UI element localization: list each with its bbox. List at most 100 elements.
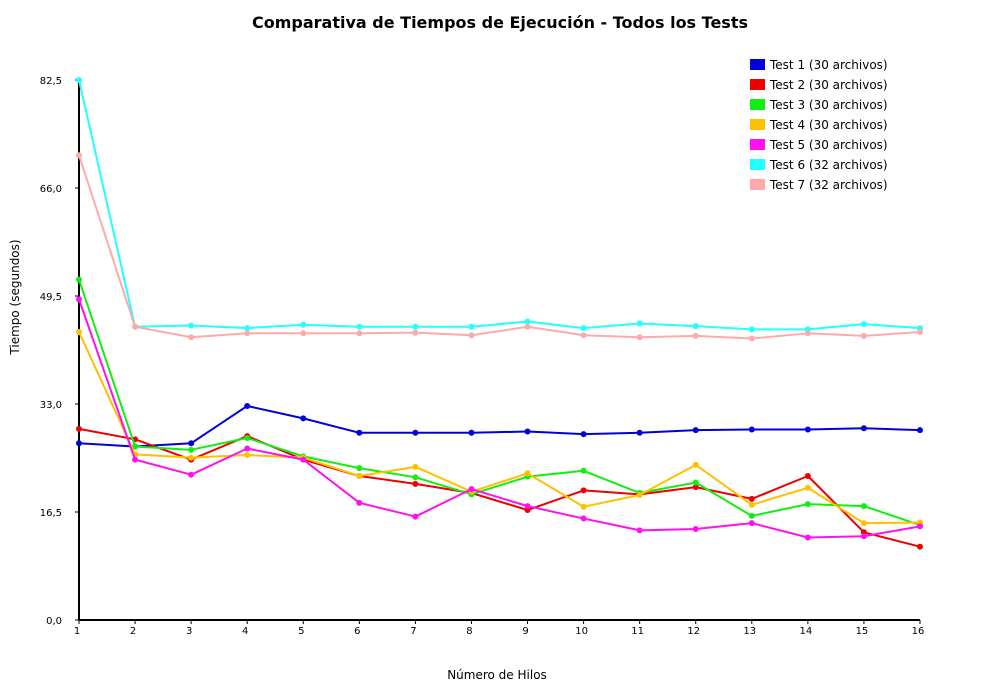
legend: Test 1 (30 archivos) Test 2 (30 archivos)…: [750, 58, 888, 192]
series-line-4: [78, 331, 921, 525]
data-point: [748, 520, 755, 527]
data-point: [300, 456, 307, 463]
data-point: [244, 402, 251, 409]
data-point: [860, 425, 867, 432]
data-point: [244, 445, 251, 452]
data-point: [412, 480, 419, 487]
data-point: [580, 503, 587, 510]
x-tick-label: 11: [631, 626, 644, 637]
data-point: [188, 440, 195, 447]
data-point: [244, 325, 251, 332]
legend-swatch-6: [750, 159, 765, 170]
data-point: [917, 543, 923, 550]
data-point: [748, 495, 755, 502]
data-point: [917, 523, 923, 530]
x-axis-title: Número de Hilos: [447, 668, 547, 682]
data-point: [804, 534, 811, 541]
data-point: [524, 323, 531, 330]
data-point: [356, 499, 363, 506]
x-tick-label: 9: [522, 626, 528, 637]
data-point: [692, 526, 699, 533]
series-line-5: [78, 298, 921, 539]
data-point: [692, 427, 699, 434]
x-tick-label: 10: [575, 626, 588, 637]
data-point: [76, 77, 82, 83]
data-point: [356, 323, 363, 330]
data-point: [692, 461, 699, 468]
data-point: [748, 326, 755, 333]
data-point: [524, 428, 531, 435]
data-point: [412, 329, 419, 336]
x-tick-label: 12: [687, 626, 700, 637]
data-point: [76, 440, 82, 447]
data-point: [748, 501, 755, 508]
data-point: [76, 276, 82, 283]
data-point: [132, 456, 139, 463]
data-point: [917, 329, 923, 335]
data-point: [244, 330, 251, 337]
data-point: [188, 334, 195, 341]
data-point: [692, 479, 699, 486]
data-point: [244, 435, 251, 442]
series-line-1: [78, 404, 921, 448]
data-point: [917, 427, 923, 434]
data-point: [76, 296, 82, 303]
data-point: [524, 503, 531, 510]
data-point: [748, 335, 755, 342]
data-point: [636, 334, 643, 341]
data-point: [468, 323, 475, 330]
data-point: [748, 512, 755, 519]
data-point: [804, 330, 811, 337]
x-tick-label: 14: [799, 626, 812, 637]
series-line-2: [78, 427, 921, 548]
series-7: [76, 152, 923, 342]
data-point: [860, 503, 867, 510]
y-tick-label: 16,5: [40, 508, 62, 519]
legend-label-5: Test 5 (30 archivos): [769, 138, 888, 152]
x-tick-label: 1: [74, 626, 80, 637]
series-1: [76, 402, 923, 450]
x-tick-label: 13: [743, 626, 756, 637]
y-tick-label: 0,0: [46, 616, 62, 627]
data-point: [76, 152, 82, 159]
legend-label-2: Test 2 (30 archivos): [769, 78, 888, 92]
series-6: [76, 77, 923, 333]
series-2: [76, 425, 923, 550]
data-point: [356, 473, 363, 479]
data-point: [804, 426, 811, 433]
x-tick-label: 7: [410, 626, 416, 637]
data-point: [412, 513, 419, 520]
data-point: [300, 330, 307, 337]
legend-label-3: Test 3 (30 archivos): [769, 98, 888, 112]
y-tick-label: 33,0: [40, 400, 62, 411]
data-point: [636, 491, 643, 498]
legend-label-7: Test 7 (32 archivos): [769, 178, 888, 192]
legend-swatch-4: [750, 119, 765, 130]
data-point: [580, 487, 587, 494]
chart-title: Comparativa de Tiempos de Ejecución - To…: [252, 13, 748, 32]
data-point: [468, 486, 475, 493]
data-point: [356, 429, 363, 436]
series-layer: [76, 77, 923, 550]
data-point: [188, 454, 195, 461]
data-point: [692, 484, 699, 491]
data-point: [468, 332, 475, 339]
data-point: [524, 318, 531, 325]
legend-swatch-3: [750, 99, 765, 110]
data-point: [300, 415, 307, 422]
data-point: [412, 323, 419, 330]
x-tick-label: 3: [186, 626, 192, 637]
data-point: [412, 463, 419, 470]
data-point: [188, 322, 195, 329]
legend-swatch-2: [750, 79, 765, 90]
data-point: [188, 446, 195, 453]
x-tick-label: 16: [912, 626, 925, 637]
data-point: [524, 470, 531, 477]
data-point: [580, 431, 587, 438]
x-tick-label: 8: [466, 626, 472, 637]
data-point: [300, 321, 307, 328]
data-point: [692, 332, 699, 339]
data-point: [188, 471, 195, 478]
data-point: [804, 484, 811, 491]
